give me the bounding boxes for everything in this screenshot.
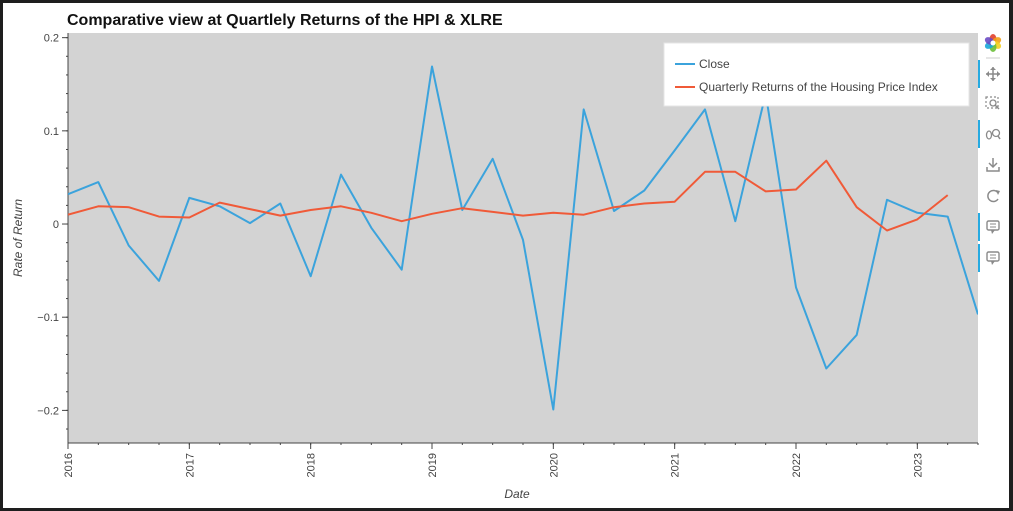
box-zoom-rect: [985, 96, 999, 109]
x-axis: 2016 2017 2018 2019 2020 2021 2022 2023: [63, 442, 979, 477]
wheel-lens: [991, 128, 1001, 138]
y-tick-label: 0.1: [44, 126, 59, 138]
legend-box: [663, 42, 970, 107]
hover-bubble-tail: [991, 261, 995, 265]
save-tray: [986, 167, 1000, 172]
box-zoom-icon[interactable]: [985, 96, 1000, 110]
pan-arrow: [990, 78, 996, 81]
x-tick-label: 2019: [427, 453, 439, 477]
reset-arc: [987, 189, 999, 203]
hover-hpi-icon[interactable]: [978, 244, 1000, 272]
box-zoom-handle: [994, 104, 1000, 110]
x-tick-label: 2021: [670, 453, 682, 477]
save-arrow: [988, 162, 998, 169]
hover-bubble-tail: [991, 230, 995, 234]
legend-label-close: Close: [699, 57, 730, 71]
y-tick-label: 0: [53, 219, 59, 231]
wheel-mouse: [985, 130, 993, 140]
chart-frame: Comparative view at Quartlely Returns of…: [3, 3, 1009, 508]
pan-arrow: [986, 71, 989, 77]
series-line-close: [68, 65, 978, 411]
hover-close-icon[interactable]: [978, 213, 1000, 241]
pan-active-marker: [978, 60, 980, 88]
y-tick-label: −0.1: [37, 312, 59, 324]
bokeh-logo-icon: [984, 34, 1002, 52]
logo-center: [990, 40, 996, 46]
hover-bubble: [986, 220, 1000, 231]
save-icon[interactable]: [986, 158, 1000, 172]
hover-bubble: [986, 251, 1000, 262]
pan-arrow: [990, 67, 996, 70]
toolbar: [978, 34, 1002, 272]
wheel-zoom-active-marker: [978, 120, 980, 148]
y-axis: 0.2 0.1 0 −0.1 −0.2: [37, 33, 69, 443]
hover-hpi-active-marker: [978, 244, 980, 272]
x-tick-label: 2017: [184, 453, 196, 477]
y-axis-label: Rate of Return: [11, 199, 25, 277]
y-tick-label: −0.2: [37, 405, 59, 417]
x-tick-label: 2016: [63, 453, 75, 477]
hover-close-active-marker: [978, 213, 980, 241]
x-axis-label: Date: [504, 487, 530, 501]
series-layer: [68, 65, 978, 411]
reset-icon[interactable]: [987, 189, 1000, 203]
pan-icon[interactable]: [978, 60, 1000, 88]
legend-label-hpi: Quarterly Returns of the Housing Price I…: [699, 80, 938, 94]
y-tick-label: 0.2: [44, 33, 59, 45]
x-tick-label: 2023: [912, 453, 924, 477]
pan-arrow: [997, 71, 1000, 77]
wheel-zoom-icon[interactable]: [978, 120, 1001, 148]
series-line-hpi: [68, 159, 949, 232]
x-tick-label: 2018: [306, 453, 318, 477]
chart-title: Comparative view at Quartlely Returns of…: [67, 12, 503, 29]
x-tick-label: 2020: [548, 453, 560, 477]
legend: Close Quarterly Returns of the Housing Pr…: [663, 42, 970, 107]
x-tick-label: 2022: [791, 453, 803, 477]
box-zoom-lens: [989, 99, 997, 107]
wheel-handle: [997, 135, 1001, 140]
chart-svg: Comparative view at Quartlely Returns of…: [11, 12, 1002, 501]
reset-arrowhead: [996, 190, 1000, 195]
